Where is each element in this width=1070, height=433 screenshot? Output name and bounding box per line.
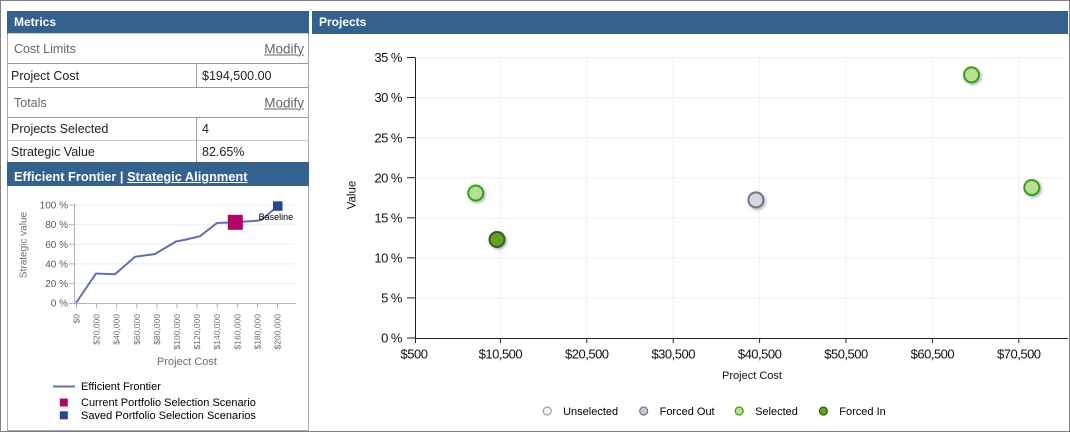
svg-text:$30,500: $30,500 bbox=[651, 347, 695, 362]
svg-text:$160,000: $160,000 bbox=[232, 314, 242, 350]
svg-text:Value: Value bbox=[347, 181, 359, 210]
svg-text:10 %: 10 % bbox=[374, 251, 403, 266]
svg-text:Efficient Frontier: Efficient Frontier bbox=[81, 381, 161, 393]
svg-text:30 %: 30 % bbox=[374, 90, 403, 105]
svg-text:100 %: 100 % bbox=[40, 201, 68, 212]
svg-text:$20,000: $20,000 bbox=[92, 314, 102, 345]
svg-text:$20,500: $20,500 bbox=[565, 347, 609, 362]
svg-text:Unselected: Unselected bbox=[563, 406, 618, 418]
svg-text:$70,500: $70,500 bbox=[997, 347, 1041, 362]
svg-text:Strategic value: Strategic value bbox=[19, 211, 30, 278]
svg-text:Project Cost: Project Cost bbox=[722, 370, 782, 382]
svg-text:40 %: 40 % bbox=[45, 259, 68, 270]
svg-text:35 %: 35 % bbox=[374, 50, 403, 65]
svg-text:0 %: 0 % bbox=[51, 299, 68, 310]
svg-text:15 %: 15 % bbox=[374, 211, 403, 226]
svg-text:$0: $0 bbox=[72, 314, 82, 324]
svg-text:Current Portfolio Selection Sc: Current Portfolio Selection Scenario bbox=[81, 397, 256, 409]
svg-text:$10,500: $10,500 bbox=[479, 347, 523, 362]
svg-text:25 %: 25 % bbox=[374, 130, 403, 145]
svg-text:Saved Portfolio Selection Scen: Saved Portfolio Selection Scenarios bbox=[81, 410, 256, 422]
svg-text:Project Cost: Project Cost bbox=[157, 356, 217, 368]
svg-text:Selected: Selected bbox=[755, 406, 798, 418]
svg-text:0 %: 0 % bbox=[381, 331, 403, 346]
svg-text:$200,000: $200,000 bbox=[273, 314, 283, 350]
svg-text:$180,000: $180,000 bbox=[252, 314, 262, 350]
svg-text:$80,000: $80,000 bbox=[152, 314, 162, 345]
svg-text:Baseline: Baseline bbox=[259, 212, 294, 222]
svg-text:Forced Out: Forced Out bbox=[660, 406, 715, 418]
svg-text:$140,000: $140,000 bbox=[212, 314, 222, 350]
svg-text:$60,000: $60,000 bbox=[132, 314, 142, 345]
svg-text:$40,500: $40,500 bbox=[738, 347, 782, 362]
svg-text:60 %: 60 % bbox=[45, 240, 68, 251]
svg-text:20 %: 20 % bbox=[374, 170, 403, 185]
svg-text:$100,000: $100,000 bbox=[172, 314, 182, 350]
svg-text:5 %: 5 % bbox=[381, 291, 403, 306]
svg-text:$120,000: $120,000 bbox=[192, 314, 202, 350]
svg-text:Forced In: Forced In bbox=[839, 406, 885, 418]
svg-text:20 %: 20 % bbox=[45, 279, 68, 290]
svg-text:$500: $500 bbox=[401, 347, 428, 362]
svg-text:$40,000: $40,000 bbox=[112, 314, 122, 345]
svg-text:$60,500: $60,500 bbox=[911, 347, 955, 362]
svg-text:80 %: 80 % bbox=[45, 220, 68, 231]
svg-text:$50,500: $50,500 bbox=[824, 347, 868, 362]
